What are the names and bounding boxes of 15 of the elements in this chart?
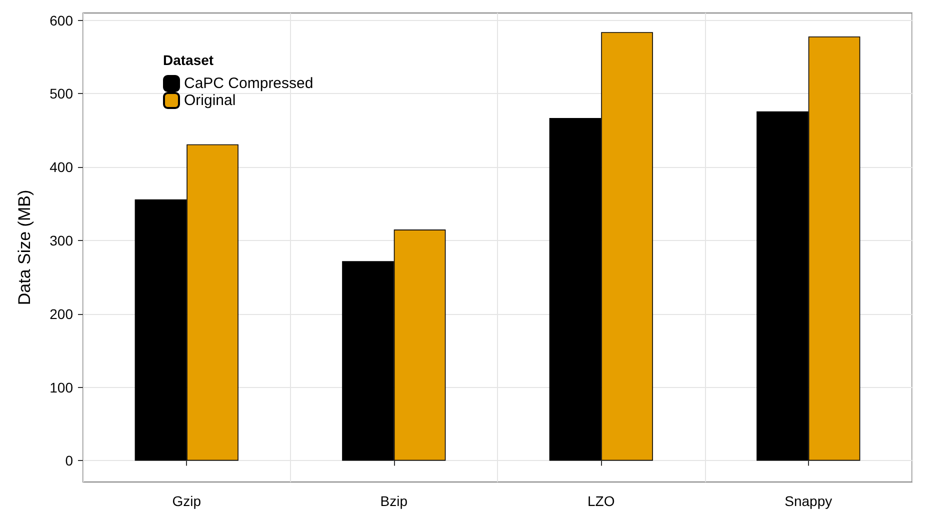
x-tick-label: Gzip bbox=[172, 493, 202, 509]
y-tick-label: 400 bbox=[50, 159, 74, 176]
y-tick-label: 0 bbox=[65, 452, 74, 469]
y-tick-label: 500 bbox=[50, 86, 74, 102]
legend-title: Dataset bbox=[163, 52, 214, 68]
legend-label: CaPC Compressed bbox=[184, 75, 314, 92]
y-tick-label: 300 bbox=[50, 232, 74, 249]
legend-label: Original bbox=[184, 92, 236, 109]
y-tick-label: 100 bbox=[50, 379, 74, 396]
y-axis-title: Data Size (MB) bbox=[15, 190, 34, 306]
x-tick-label: Snappy bbox=[784, 493, 832, 509]
x-tick-label: Bzip bbox=[380, 493, 408, 509]
y-tick-label: 600 bbox=[50, 12, 74, 28]
y-tick-label: 200 bbox=[50, 306, 74, 322]
x-tick-label: LZO bbox=[588, 493, 615, 509]
